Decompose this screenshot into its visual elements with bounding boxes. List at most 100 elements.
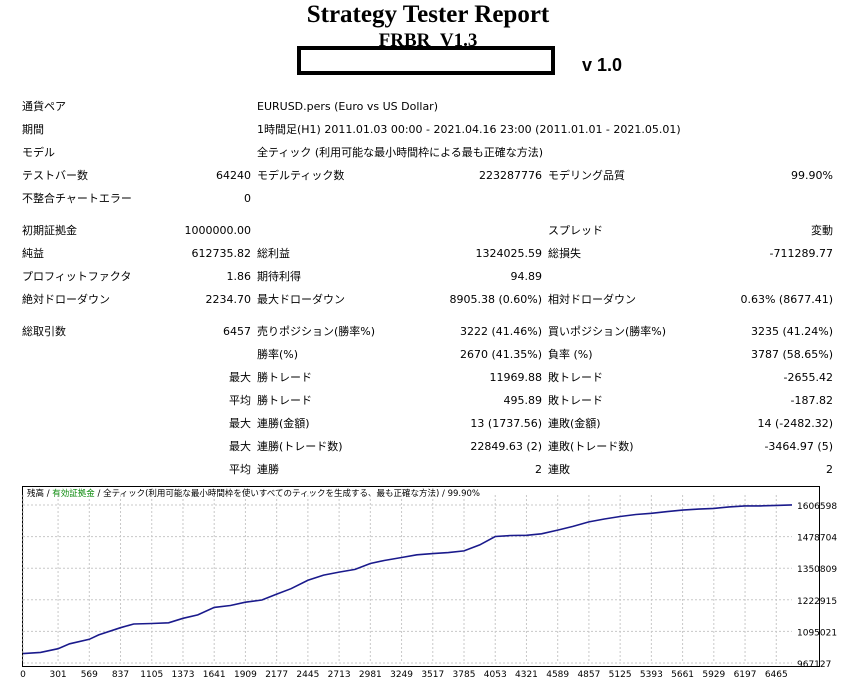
x-tick-label: 2981 bbox=[359, 670, 382, 680]
initial-deposit-label: 初期証拠金 bbox=[22, 224, 77, 237]
legend-equity: 有効証拠金 bbox=[52, 489, 95, 499]
gross-profit-value: 1324025.59 bbox=[475, 247, 542, 260]
x-tick-label: 6197 bbox=[734, 670, 757, 680]
ticks-modelled-value: 223287776 bbox=[479, 169, 542, 182]
x-tick-label: 3249 bbox=[390, 670, 413, 680]
maximal-drawdown-label: 最大ドローダウン bbox=[257, 293, 345, 306]
loss-trades-value: 3787 (58.65%) bbox=[750, 348, 833, 361]
report-subtitle: FRBR_V1.3 bbox=[378, 30, 478, 46]
redaction-box bbox=[297, 46, 555, 75]
average-profit-value: 495.89 bbox=[503, 394, 543, 407]
max-consec-wins-value: 13 (1737.56) bbox=[470, 417, 542, 430]
avg-consec-prefix: 平均 bbox=[229, 463, 251, 476]
mismatched-errors-value: 0 bbox=[244, 192, 251, 205]
ticks-modelled-label: モデルティック数 bbox=[257, 169, 345, 182]
max-consec-losses-label: 連敗(金額) bbox=[548, 417, 601, 430]
model-value: 全ティック (利用可能な最小時間枠による最も正確な方法) bbox=[257, 146, 544, 159]
modelling-quality-label: モデリング品質 bbox=[548, 169, 625, 182]
max-consec-wins-label: 連勝(金額) bbox=[257, 417, 310, 430]
x-tick-label: 3517 bbox=[421, 670, 444, 680]
mismatched-errors-label: 不整合チャートエラー bbox=[22, 192, 132, 205]
x-tick-label: 3785 bbox=[453, 670, 476, 680]
x-tick-label: 5661 bbox=[671, 670, 694, 680]
version-label: v 1.0 bbox=[582, 55, 623, 75]
y-tick-label: 1095021 bbox=[797, 628, 837, 638]
x-tick-label: 1909 bbox=[234, 670, 257, 680]
largest-loss-value: -2655.42 bbox=[783, 371, 833, 384]
y-tick-label: 1606598 bbox=[797, 502, 837, 512]
x-tick-label: 2713 bbox=[328, 670, 351, 680]
y-tick-label: 1350809 bbox=[797, 565, 837, 575]
average-loss-value: -187.82 bbox=[790, 394, 833, 407]
legend-separator: / bbox=[44, 489, 53, 499]
total-trades-label: 総取引数 bbox=[22, 325, 66, 338]
gross-loss-value: -711289.77 bbox=[769, 247, 833, 260]
bars-tested-label: テストバー数 bbox=[22, 169, 88, 182]
x-tick-label: 301 bbox=[49, 670, 66, 680]
max-consec-profit-value: 22849.63 (2) bbox=[470, 440, 542, 453]
balance-chart-frame bbox=[22, 486, 820, 667]
chart-legend: 残高 / 有効証拠金 / 全ティック(利用可能な最小時間枠を使いすべてのティック… bbox=[27, 488, 480, 500]
x-tick-label: 1641 bbox=[203, 670, 226, 680]
expected-payoff-value: 94.89 bbox=[510, 270, 543, 283]
max-consec-profit-prefix: 最大 bbox=[229, 440, 251, 453]
relative-drawdown-value: 0.63% (8677.41) bbox=[740, 293, 833, 306]
short-positions-value: 3222 (41.46%) bbox=[459, 325, 542, 338]
expected-payoff-label: 期待利得 bbox=[257, 270, 301, 283]
long-positions-value: 3235 (41.24%) bbox=[750, 325, 833, 338]
total-trades-value: 6457 bbox=[223, 325, 251, 338]
net-profit-label: 純益 bbox=[22, 247, 44, 260]
max-consec-loss-label: 連敗(トレード数) bbox=[548, 440, 634, 453]
largest-loss-label: 敗トレード bbox=[548, 371, 603, 384]
average-loss-label: 敗トレード bbox=[548, 394, 603, 407]
symbol-label: 通貨ペア bbox=[22, 100, 66, 113]
period-value: 1時間足(H1) 2011.01.03 00:00 - 2021.04.16 2… bbox=[257, 123, 681, 136]
modelling-quality-value: 99.90% bbox=[791, 169, 833, 182]
x-tick-label: 837 bbox=[112, 670, 129, 680]
symbol-value: EURUSD.pers (Euro vs US Dollar) bbox=[257, 100, 439, 113]
avg-consec-wins-value: 2 bbox=[535, 463, 542, 476]
x-tick-label: 4321 bbox=[515, 670, 538, 680]
x-tick-label: 6465 bbox=[765, 670, 788, 680]
y-tick-label: 1222915 bbox=[797, 597, 837, 607]
largest-prefix: 最大 bbox=[229, 371, 251, 384]
max-consec-loss-value: -3464.97 (5) bbox=[764, 440, 833, 453]
average-prefix: 平均 bbox=[229, 394, 251, 407]
absolute-drawdown-value: 2234.70 bbox=[205, 293, 252, 306]
relative-drawdown-label: 相対ドローダウン bbox=[548, 293, 636, 306]
net-profit-value: 612735.82 bbox=[191, 247, 252, 260]
x-tick-label: 2177 bbox=[265, 670, 288, 680]
long-positions-label: 買いポジション(勝率%) bbox=[548, 325, 667, 338]
avg-consec-losses-value: 2 bbox=[826, 463, 833, 476]
legend-model: 全ティック(利用可能な最小時間枠を使いすべてのティックを生成する、最も正確な方法… bbox=[103, 489, 440, 499]
legend-quality: 99.90% bbox=[447, 489, 480, 499]
gross-loss-label: 総損失 bbox=[548, 247, 581, 260]
y-tick-label: 1478704 bbox=[797, 534, 837, 544]
average-profit-label: 勝トレード bbox=[257, 394, 312, 407]
x-tick-label: 569 bbox=[81, 670, 98, 680]
profit-factor-label: プロフィットファクタ bbox=[22, 270, 132, 283]
x-tick-label: 5393 bbox=[640, 670, 663, 680]
max-consec-losses-value: 14 (-2482.32) bbox=[757, 417, 833, 430]
spread-value: 変動 bbox=[811, 224, 833, 237]
spread-label: スプレッド bbox=[548, 224, 603, 237]
x-tick-label: 1105 bbox=[140, 670, 163, 680]
largest-profit-value: 11969.88 bbox=[489, 371, 543, 384]
maximal-drawdown-value: 8905.38 (0.60%) bbox=[449, 293, 542, 306]
y-tick-label: 967127 bbox=[797, 660, 831, 670]
legend-separator: / bbox=[94, 489, 104, 499]
model-label: モデル bbox=[22, 146, 55, 159]
x-tick-label: 1373 bbox=[172, 670, 195, 680]
profit-factor-value: 1.86 bbox=[226, 270, 252, 283]
avg-consec-wins-label: 連勝 bbox=[257, 463, 279, 476]
x-tick-label: 0 bbox=[20, 670, 26, 680]
avg-consec-losses-label: 連敗 bbox=[548, 463, 570, 476]
x-tick-label: 4857 bbox=[577, 670, 600, 680]
absolute-drawdown-label: 絶対ドローダウン bbox=[22, 293, 110, 306]
x-tick-label: 2445 bbox=[296, 670, 319, 680]
loss-trades-label: 負率 (%) bbox=[548, 348, 593, 361]
largest-profit-label: 勝トレード bbox=[257, 371, 312, 384]
balance-line bbox=[22, 504, 793, 655]
legend-balance: 残高 bbox=[27, 489, 45, 499]
